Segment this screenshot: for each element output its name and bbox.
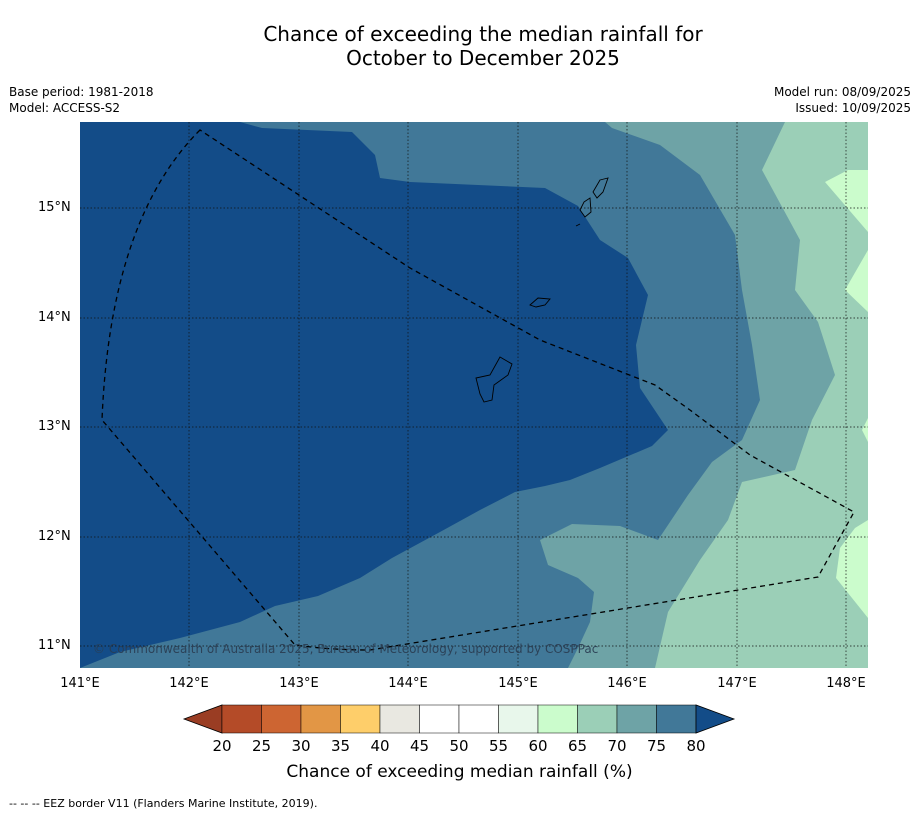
band-60-65-east — [862, 418, 868, 442]
colorbar-title: Chance of exceeding median rainfall (%) — [286, 762, 633, 782]
lat-label-15n: 15°N — [38, 200, 71, 215]
colorbar-swatch — [656, 704, 697, 734]
colorbar-swatch — [261, 704, 302, 734]
colorbar-tick-label: 80 — [686, 737, 706, 755]
colorbar-swatch — [616, 704, 657, 734]
colorbar-tick-label: 50 — [449, 737, 469, 755]
rota-island — [529, 297, 551, 308]
band-80-plus — [80, 122, 668, 668]
lon-label-146e: 146°E — [607, 676, 647, 691]
lon-label-147e: 147°E — [717, 676, 757, 691]
colorbar-swatch — [221, 704, 262, 734]
colorbar-tick-label: 40 — [370, 737, 390, 755]
lon-label-142e: 142°E — [169, 676, 209, 691]
lon-label-141e: 141°E — [60, 676, 100, 691]
aguijan-island — [575, 223, 581, 227]
title-line-2: October to December 2025 — [346, 46, 620, 70]
colorbar-swatch — [458, 704, 499, 734]
model-run: Model run: 08/09/2025 — [773, 85, 911, 99]
colorbar-tick-label: 75 — [646, 737, 667, 755]
guam-island — [475, 356, 513, 403]
colorbar-swatch — [577, 704, 618, 734]
lat-label-12n: 12°N — [38, 529, 71, 544]
lon-label-148e: 148°E — [826, 676, 866, 691]
issued-date: Issued: 10/09/2025 — [795, 101, 911, 115]
colorbar-tick-label: 25 — [251, 737, 272, 755]
lat-label-13n: 13°N — [38, 419, 71, 434]
colorbar-tick-label: 60 — [528, 737, 548, 755]
copyright-notice: © Commonwealth of Australia 2025, Bureau… — [93, 642, 599, 656]
colorbar-swatch — [419, 704, 460, 734]
model-name: Model: ACCESS-S2 — [9, 101, 121, 115]
colorbar-tick-label: 55 — [488, 737, 509, 755]
colorbar-swatch — [300, 704, 341, 734]
colorbar-extend-high — [695, 704, 736, 734]
eez-border — [101, 129, 855, 651]
meta-left: Base period: 1981-2018 Model: ACCESS-S2 — [9, 84, 154, 116]
colorbar-swatch — [537, 704, 578, 734]
lat-label-11n: 11°N — [38, 638, 71, 653]
lon-label-143e: 143°E — [279, 676, 319, 691]
colorbar-tick-label: 20 — [212, 737, 232, 755]
grid-lines — [80, 122, 868, 668]
band-65-70 — [655, 122, 868, 668]
colorbar-tick-label: 45 — [409, 737, 430, 755]
colorbar-swatch — [379, 704, 420, 734]
colorbar — [182, 704, 736, 734]
lon-label-145e: 145°E — [498, 676, 538, 691]
map-title: Chance of exceeding the median rainfall … — [0, 22, 919, 70]
colorbar-swatch — [340, 704, 381, 734]
colorbar-tick-label: 65 — [567, 737, 588, 755]
meta-right: Model run: 08/09/2025 Issued: 10/09/2025 — [774, 84, 911, 116]
colorbar-tick-label: 35 — [330, 737, 351, 755]
eez-footnote: -- -- -- EEZ border V11 (Flanders Marine… — [9, 797, 318, 810]
colorbar-tick-label: 30 — [291, 737, 311, 755]
saipan-island — [592, 177, 609, 199]
base-period: Base period: 1981-2018 — [9, 85, 154, 99]
colorbar-extend-low — [182, 704, 223, 734]
lat-label-14n: 14°N — [38, 310, 71, 325]
colorbar-tick-label: 70 — [607, 737, 627, 755]
title-line-1: Chance of exceeding the median rainfall … — [263, 22, 703, 46]
lon-label-144e: 144°E — [388, 676, 428, 691]
colorbar-swatch — [498, 704, 539, 734]
tinian-island — [579, 197, 592, 218]
band-60-65-southeast — [836, 520, 868, 618]
rainfall-map — [80, 122, 868, 668]
islands — [475, 177, 609, 403]
band-60-65-north — [825, 170, 868, 312]
